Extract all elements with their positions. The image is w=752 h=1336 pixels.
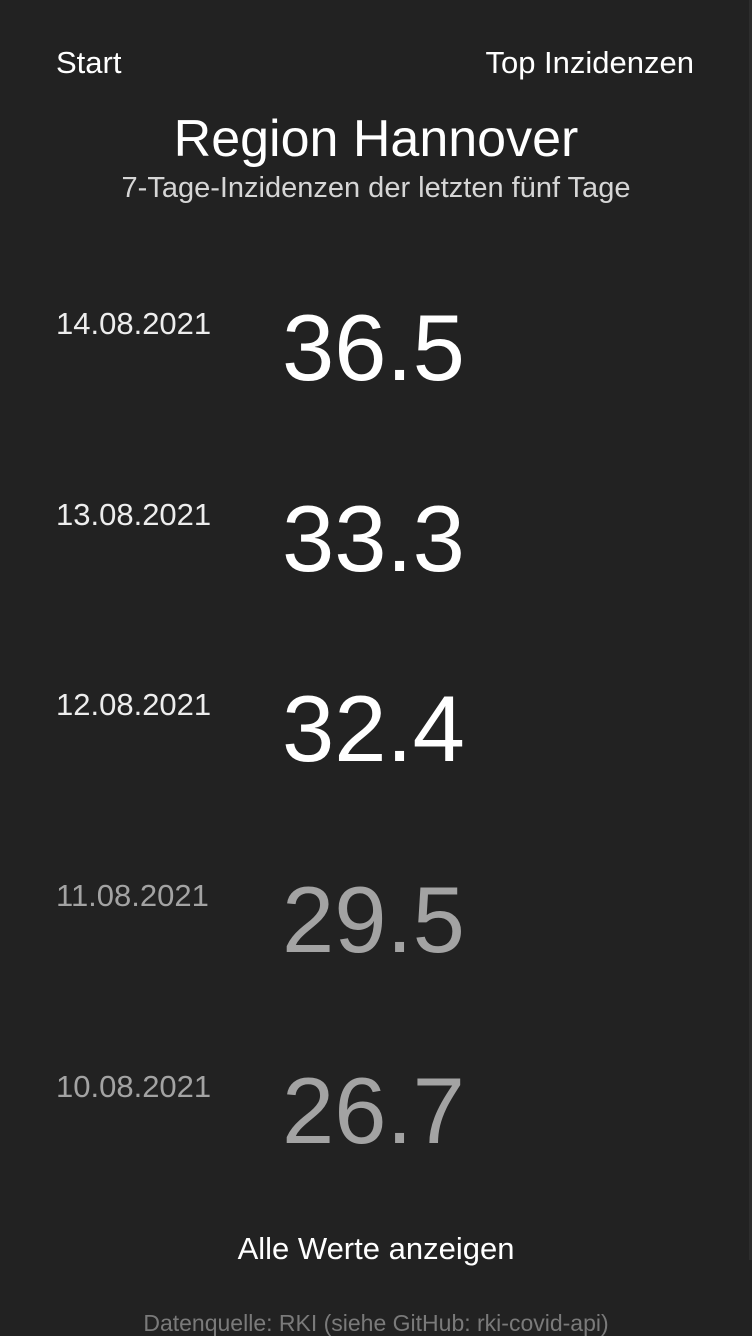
incidence-date: 10.08.2021 xyxy=(56,1069,212,1104)
incidence-value: 26.7 xyxy=(282,1058,465,1163)
incidence-row: 11.08.2021 29.5 xyxy=(0,867,752,997)
incidence-value: 32.4 xyxy=(282,676,465,781)
incidence-date: 11.08.2021 xyxy=(56,878,209,913)
nav-start-link[interactable]: Start xyxy=(56,45,122,80)
incidence-row: 14.08.2021 36.5 xyxy=(0,295,752,425)
incidence-date: 13.08.2021 xyxy=(56,497,212,532)
page-subtitle: 7-Tage-Inzidenzen der letzten fünf Tage xyxy=(121,172,631,204)
incidence-value: 33.3 xyxy=(282,486,465,591)
nav-top-incidences-link[interactable]: Top Inzidenzen xyxy=(485,45,694,80)
incidence-date: 14.08.2021 xyxy=(56,306,212,341)
scrollbar[interactable] xyxy=(749,0,752,1260)
incidence-value: 36.5 xyxy=(282,295,465,400)
incidence-row: 13.08.2021 33.3 xyxy=(0,486,752,616)
incidence-row: 12.08.2021 32.4 xyxy=(0,676,752,806)
page-title: Region Hannover xyxy=(173,110,579,168)
incidence-date: 12.08.2021 xyxy=(56,687,212,722)
data-source-footer: Datenquelle: RKI (siehe GitHub: rki-covi… xyxy=(143,1310,609,1336)
incidence-row: 10.08.2021 26.7 xyxy=(0,1058,752,1188)
show-all-values-link[interactable]: Alle Werte anzeigen xyxy=(237,1231,515,1266)
incidence-value: 29.5 xyxy=(282,867,465,972)
